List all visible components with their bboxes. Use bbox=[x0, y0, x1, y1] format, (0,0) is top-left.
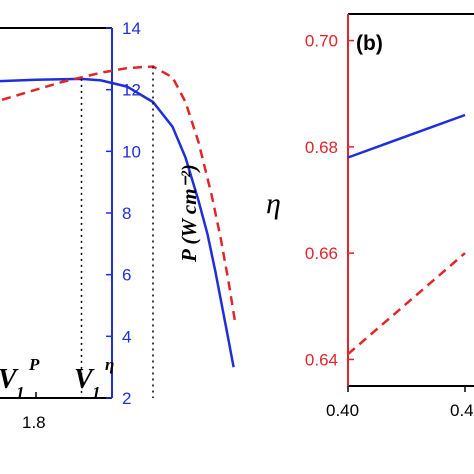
panel-a-x-tick-label: 1.8 bbox=[22, 413, 46, 432]
panel-a-voltage-label-subscript: 1 bbox=[16, 383, 25, 402]
panel-a-voltage-label: V bbox=[0, 364, 19, 395]
panel-a-right-tick-label: 4 bbox=[122, 327, 131, 346]
panel-b-left-tick-label: 0.66 bbox=[305, 244, 338, 263]
panel-b-left-ticks: 0.64 0.66 0.68 0.70 bbox=[305, 32, 354, 369]
panel-b-solid-series-line bbox=[347, 113, 466, 159]
panel-b: 0.40 0.4 (b) 0.64 0.66 0.68 0.70 η bbox=[266, 13, 474, 420]
panel-a-right-y-axis-title: P (W cm⁻²) bbox=[177, 164, 201, 263]
panel-a-right-tick-label: 2 bbox=[122, 389, 131, 408]
panel-a-series bbox=[0, 65, 237, 368]
panel-b-x-tick-label-2: 0.4 bbox=[450, 401, 474, 420]
panel-b-label: (b) bbox=[356, 32, 383, 55]
panel-a-voltage-label: V bbox=[74, 364, 95, 395]
panel-a-dashed-series-line bbox=[0, 65, 237, 322]
panel-b-left-tick-label: 0.68 bbox=[305, 138, 338, 157]
panel-a-annotations: VP1Vη1 bbox=[0, 66, 154, 402]
panel-b-series bbox=[347, 113, 466, 356]
panel-a-voltage-label-subscript: 1 bbox=[92, 383, 101, 402]
panel-b-x-tick-label: 0.40 bbox=[326, 401, 359, 420]
panel-b-dashed-series-line bbox=[347, 252, 466, 356]
panel-a-right-tick-label: 14 bbox=[122, 19, 141, 38]
panel-a-voltage-label-superscript: η bbox=[105, 355, 114, 374]
panel-a-right-tick-label: 10 bbox=[122, 142, 141, 161]
panel-b-left-tick-label: 0.70 bbox=[305, 32, 338, 51]
panel-a-solid-series-line bbox=[0, 77, 235, 368]
panel-a-voltage-label-superscript: P bbox=[28, 355, 40, 374]
panel-a-right-tick-label: 8 bbox=[122, 204, 131, 223]
panel-b-left-tick-label: 0.64 bbox=[305, 350, 338, 369]
panel-b-y-axis-title: η bbox=[266, 187, 281, 220]
panel-a-right-tick-label: 6 bbox=[122, 266, 131, 285]
